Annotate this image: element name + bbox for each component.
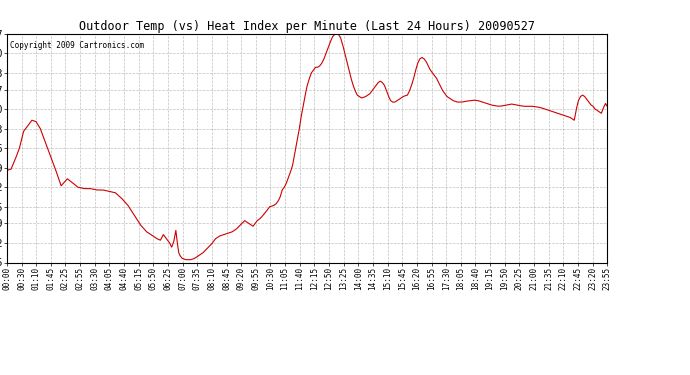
Text: Copyright 2009 Cartronics.com: Copyright 2009 Cartronics.com: [10, 40, 144, 50]
Title: Outdoor Temp (vs) Heat Index per Minute (Last 24 Hours) 20090527: Outdoor Temp (vs) Heat Index per Minute …: [79, 20, 535, 33]
